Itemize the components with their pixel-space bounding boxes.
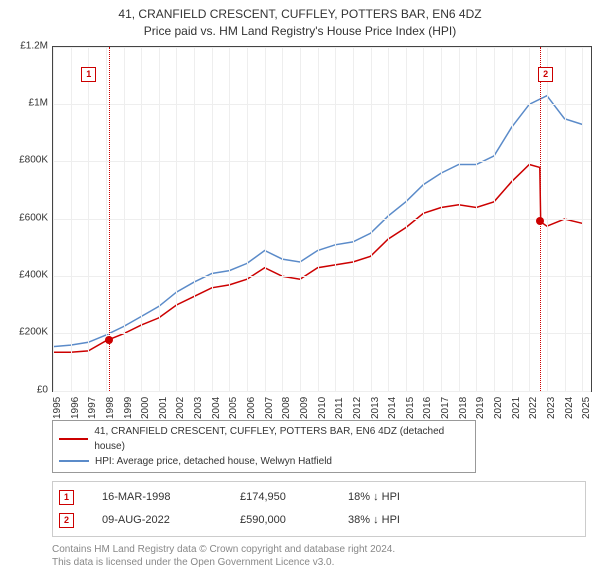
attribution: Contains HM Land Registry data © Crown c…: [52, 543, 592, 569]
x-axis-tick-label: 2015: [405, 396, 416, 418]
legend-label-hpi: HPI: Average price, detached house, Welw…: [95, 454, 332, 469]
x-axis-tick-label: 2007: [264, 396, 275, 418]
title-block: 41, CRANFIELD CRESCENT, CUFFLEY, POTTERS…: [8, 6, 592, 40]
marker-dot: [105, 336, 113, 344]
y-axis-tick-label: £400K: [8, 269, 52, 280]
x-axis-tick-label: 2004: [211, 396, 222, 418]
x-axis-tick-label: 2020: [493, 396, 504, 418]
legend-label-property: 41, CRANFIELD CRESCENT, CUFFLEY, POTTERS…: [94, 424, 469, 454]
marker-dot: [536, 217, 544, 225]
y-axis-tick-label: £600K: [8, 212, 52, 223]
x-axis-tick-label: 2005: [228, 396, 239, 418]
x-axis-tick-label: 2024: [564, 396, 575, 418]
y-axis-tick-label: £800K: [8, 155, 52, 166]
x-axis-tick-label: 1997: [87, 396, 98, 418]
x-axis-tick-label: 2009: [299, 396, 310, 418]
x-axis-tick-label: 2013: [370, 396, 381, 418]
x-axis-tick-label: 2023: [546, 396, 557, 418]
x-axis-tick-label: 2008: [281, 396, 292, 418]
x-axis-tick-label: 2025: [581, 396, 592, 418]
legend-swatch-hpi: [59, 460, 89, 462]
y-axis-tick-label: £200K: [8, 327, 52, 338]
x-axis-tick-label: 1996: [70, 396, 81, 418]
chart-container: 41, CRANFIELD CRESCENT, CUFFLEY, POTTERS…: [0, 0, 600, 560]
x-axis-tick-label: 2021: [511, 396, 522, 418]
x-axis-tick-label: 1995: [52, 396, 63, 418]
x-axis-tick-label: 2003: [193, 396, 204, 418]
transaction-date: 09-AUG-2022: [102, 514, 212, 526]
legend-row-hpi: HPI: Average price, detached house, Welw…: [59, 454, 469, 469]
marker-badge: 2: [538, 67, 553, 82]
legend-swatch-property: [59, 438, 88, 440]
y-axis-tick-label: £1M: [8, 97, 52, 108]
y-axis-tick-label: £0: [8, 384, 52, 395]
x-axis-tick-label: 2017: [440, 396, 451, 418]
x-axis-tick-label: 2002: [175, 396, 186, 418]
plot-region: 12: [52, 46, 592, 392]
x-axis-tick-label: 2006: [246, 396, 257, 418]
x-axis-tick-label: 2014: [387, 396, 398, 418]
x-axis-tick-label: 1999: [123, 396, 134, 418]
x-axis-tick-label: 2019: [475, 396, 486, 418]
transaction-row: 2 09-AUG-2022 £590,000 38% ↓ HPI: [59, 509, 579, 532]
transaction-date: 16-MAR-1998: [102, 491, 212, 503]
x-axis-tick-label: 2000: [140, 396, 151, 418]
transaction-marker-1: 1: [59, 490, 74, 505]
x-axis-tick-label: 1998: [105, 396, 116, 418]
transaction-delta: 18% ↓ HPI: [348, 491, 400, 503]
x-axis-tick-label: 2001: [158, 396, 169, 418]
legend-row-property: 41, CRANFIELD CRESCENT, CUFFLEY, POTTERS…: [59, 424, 469, 454]
transaction-price: £174,950: [240, 491, 320, 503]
transactions-table: 1 16-MAR-1998 £174,950 18% ↓ HPI 2 09-AU…: [52, 481, 586, 537]
chart-title-line1: 41, CRANFIELD CRESCENT, CUFFLEY, POTTERS…: [8, 6, 592, 23]
x-axis-tick-label: 2022: [528, 396, 539, 418]
transaction-marker-2: 2: [59, 513, 74, 528]
x-axis-tick-label: 2011: [334, 397, 345, 419]
transaction-row: 1 16-MAR-1998 £174,950 18% ↓ HPI: [59, 486, 579, 509]
x-axis-tick-label: 2016: [422, 396, 433, 418]
attribution-line1: Contains HM Land Registry data © Crown c…: [52, 543, 592, 556]
chart-area: 12 £0£200K£400K£600K£800K£1M£1.2M1995199…: [8, 46, 592, 416]
transaction-delta: 38% ↓ HPI: [348, 514, 400, 526]
attribution-line2: This data is licensed under the Open Gov…: [52, 556, 592, 569]
marker-badge: 1: [81, 67, 96, 82]
x-axis-tick-label: 2018: [458, 396, 469, 418]
y-axis-tick-label: £1.2M: [8, 40, 52, 51]
x-axis-tick-label: 2012: [352, 396, 363, 418]
legend: 41, CRANFIELD CRESCENT, CUFFLEY, POTTERS…: [52, 420, 476, 473]
chart-title-line2: Price paid vs. HM Land Registry's House …: [8, 23, 592, 40]
transaction-price: £590,000: [240, 514, 320, 526]
x-axis-tick-label: 2010: [317, 396, 328, 418]
